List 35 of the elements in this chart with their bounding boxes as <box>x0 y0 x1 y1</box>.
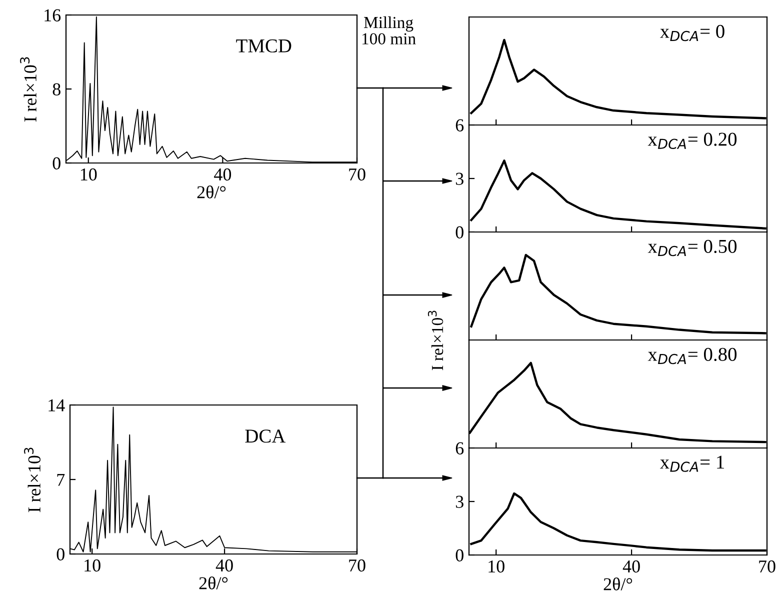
annotation: x$_{DCA}$= 0 <box>660 24 724 42</box>
x-tick-label: 10 <box>80 168 97 181</box>
y-axis-title: I rel×10$^{3}$ <box>428 310 444 370</box>
y-tick-label: 16 <box>44 9 61 22</box>
y-tick-label: 3 <box>456 172 464 185</box>
y-tick-label: 6 <box>456 442 464 454</box>
y-tick-label: 14 <box>48 399 65 412</box>
x-tick-label: 70 <box>349 559 366 572</box>
annotation: TMCD <box>236 39 292 52</box>
y-tick-label: 0 <box>456 226 464 238</box>
x-tick-label: 10 <box>84 559 100 572</box>
x-tick-label: 40 <box>622 560 640 573</box>
annotation: DCA <box>245 430 286 443</box>
x-tick-label: 10 <box>488 560 504 573</box>
y-tick-label: 3 <box>456 496 464 508</box>
y-tick-label: 0 <box>56 548 64 560</box>
text: Milling 100 min <box>362 16 416 44</box>
x-axis-title: 2θ/° <box>199 576 228 590</box>
x-tick-label: 40 <box>216 559 233 572</box>
y-tick-label: 0 <box>52 157 60 170</box>
x-tick-label: 70 <box>759 560 776 573</box>
y-axis-title: I rel×10$^{3}$ <box>20 57 36 122</box>
x-tick-label: 40 <box>214 168 232 181</box>
x-axis-title: 2θ/° <box>604 578 632 590</box>
y-axis-title: I rel×10$^{3}$ <box>24 448 40 512</box>
annotation: x$_{DCA}$= 1 <box>660 456 724 472</box>
y-tick-label: 0 <box>456 549 464 562</box>
annotation: x$_{DCA}$= 0.80 <box>648 348 737 364</box>
y-tick-label: 7 <box>57 474 65 486</box>
y-tick-label: 6 <box>456 119 464 132</box>
x-axis-title: 2θ/° <box>197 186 226 198</box>
annotation: x$_{DCA}$= 0.20 <box>648 132 737 150</box>
annotation: x$_{DCA}$= 0.50 <box>648 240 737 256</box>
x-tick-label: 70 <box>349 168 366 181</box>
y-tick-label: 8 <box>52 83 60 96</box>
